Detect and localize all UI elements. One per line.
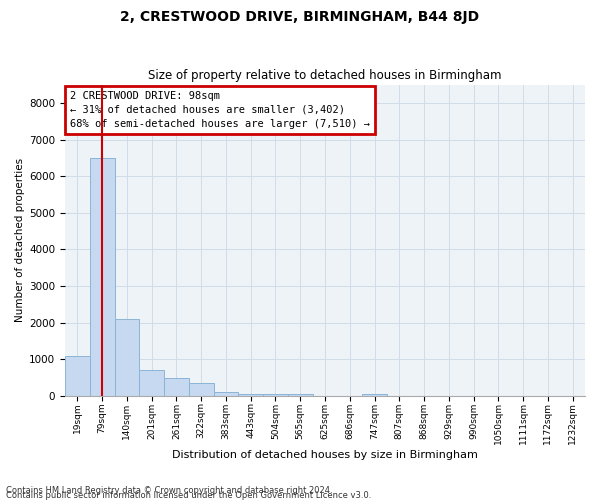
Text: Contains HM Land Registry data © Crown copyright and database right 2024.: Contains HM Land Registry data © Crown c… [6, 486, 332, 495]
Bar [164, 378, 189, 396]
Text: 2, CRESTWOOD DRIVE, BIRMINGHAM, B44 8JD: 2, CRESTWOOD DRIVE, BIRMINGHAM, B44 8JD [121, 10, 479, 24]
Bar [288, 394, 313, 396]
X-axis label: Distribution of detached houses by size in Birmingham: Distribution of detached houses by size … [172, 450, 478, 460]
Bar [238, 394, 263, 396]
Bar [115, 319, 139, 396]
Bar [65, 356, 90, 396]
Text: 2 CRESTWOOD DRIVE: 98sqm
← 31% of detached houses are smaller (3,402)
68% of sem: 2 CRESTWOOD DRIVE: 98sqm ← 31% of detach… [70, 91, 370, 129]
Bar [263, 394, 288, 396]
Bar [214, 392, 238, 396]
Bar [189, 383, 214, 396]
Bar [90, 158, 115, 396]
Y-axis label: Number of detached properties: Number of detached properties [15, 158, 25, 322]
Text: Contains public sector information licensed under the Open Government Licence v3: Contains public sector information licen… [6, 491, 371, 500]
Bar [139, 370, 164, 396]
Bar [362, 394, 387, 396]
Title: Size of property relative to detached houses in Birmingham: Size of property relative to detached ho… [148, 69, 502, 82]
